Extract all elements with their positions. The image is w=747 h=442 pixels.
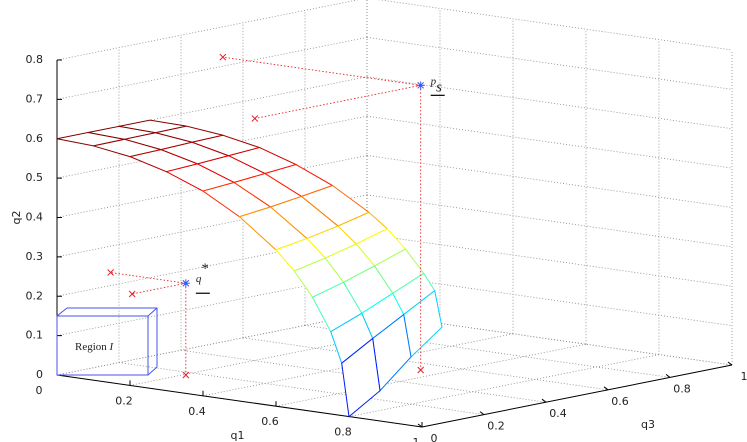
x-axis [56,374,423,428]
projection-marker [128,290,136,298]
grid-line [378,0,733,51]
y-tick-label: 0.1 [26,329,44,342]
grid-line [366,36,733,90]
point-label-name: p [430,75,437,87]
y-axis-label: q2 [10,211,23,225]
z-axis-label: q3 [641,418,655,431]
projection-marker [417,366,425,374]
y-tick-label: 0.7 [26,92,44,105]
region-front [56,315,149,376]
grid-line [366,115,733,169]
y-tick-label: 0.3 [26,250,44,263]
z-axis [421,364,733,428]
point-marker [416,81,425,90]
grid-line [275,343,587,407]
point-label: ps [430,75,443,96]
grid-line [366,194,733,248]
z-tick [727,361,733,366]
z-tick-label: 0.2 [487,420,505,433]
region-box [56,307,158,376]
grid-line [56,36,368,100]
projection-line [110,272,186,284]
y-tick-label: 0.5 [26,171,44,184]
z-tick [541,398,547,403]
z-tick [665,373,671,378]
point-label-sup: * [201,262,209,278]
projection-marker [107,269,114,276]
grid-line [118,362,485,415]
projection-line [222,56,421,86]
region-edge [147,307,158,317]
z-tick-label: 0.4 [549,407,567,420]
y-tick-label: 0.2 [26,289,44,302]
point-marker [181,279,190,288]
x-tick-label: 1 [413,436,420,442]
region-label: Region I [75,341,115,353]
point-label: q* [196,262,209,285]
x-tick-label: 0.2 [115,394,133,407]
x-axis-label: q1 [231,429,245,442]
z-tick-label: 0.8 [673,382,691,395]
grid-line [366,155,733,208]
z-tick-label: 0.6 [611,395,629,408]
y-tick-label: 0.4 [26,211,44,224]
grid-line [242,337,609,391]
z-tick [603,386,609,391]
y-tick-label: 0.6 [26,132,44,145]
x-tick-label: 0.6 [261,415,279,428]
x-tick-label: 0.4 [188,405,206,418]
projection-line [132,282,186,295]
point-label-sub: s [436,80,442,96]
mesh-face [341,337,381,418]
y-tick-label: 0 [36,368,43,381]
z-tick-label: 0 [431,432,438,442]
z-tick-label: 1 [741,370,747,383]
point-label-name: q [196,273,202,285]
x-tick-label: 0 [36,384,43,397]
y-tick-label: 0.8 [26,53,44,66]
x-tick-label: 0.8 [334,426,352,439]
projection-marker [219,53,227,61]
grid-line [56,0,360,61]
z-tick [417,423,423,428]
z-tick [479,411,485,416]
projection-line [254,84,421,119]
projection-marker [182,371,190,379]
projection-marker [251,115,259,122]
